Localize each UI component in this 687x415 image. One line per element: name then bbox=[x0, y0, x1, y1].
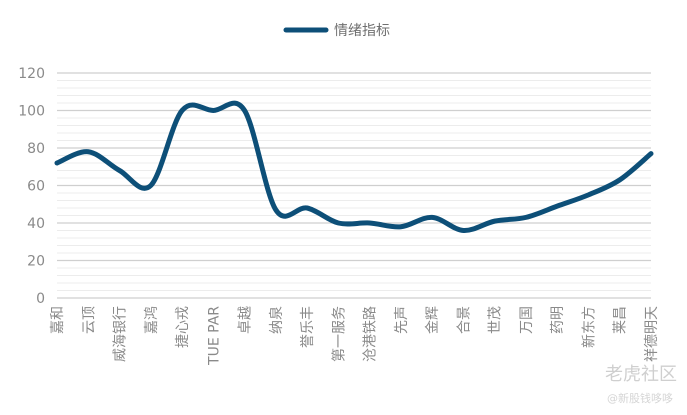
y-tick-label: 20 bbox=[27, 254, 45, 270]
y-tick-label: 80 bbox=[27, 141, 45, 157]
y-tick-label: 120 bbox=[18, 66, 45, 82]
y-tick-label: 40 bbox=[27, 216, 45, 232]
x-tick-label: 世茂 bbox=[487, 306, 504, 334]
x-tick-label: 先声 bbox=[394, 306, 410, 334]
x-tick-label: 誉乐丰 bbox=[300, 306, 316, 348]
x-axis: 嘉和 云顶 威海银行 嘉鸿 捷心戎 TUE PAR 卓越 纳泉 誉乐丰 第一服务 沧港铁路 先声 金辉合… bbox=[50, 306, 660, 366]
watermark-sub: @新股钱哆哆 bbox=[607, 392, 673, 405]
x-tick-label: 万国 bbox=[519, 306, 535, 334]
x-tick-label: 威海银行 bbox=[113, 306, 129, 362]
watermark-main: 老虎社区 bbox=[605, 364, 677, 385]
x-tick-label: 沧港铁路 bbox=[362, 306, 379, 362]
x-tick-label: 捷心戎 bbox=[175, 306, 191, 348]
x-tick-label: 金辉 bbox=[425, 306, 441, 334]
x-tick-label: 云顶 bbox=[81, 306, 97, 334]
x-tick-label: 合景 bbox=[456, 306, 472, 334]
series-line bbox=[54, 100, 654, 234]
x-tick-label: 药明 bbox=[550, 306, 566, 334]
x-tick-label: 莱昌 bbox=[613, 306, 629, 334]
legend: 情绪指标 bbox=[283, 23, 390, 39]
y-tick-label: 100 bbox=[18, 104, 45, 120]
x-tick-label: 卓越 bbox=[238, 306, 254, 334]
x-tick-label: TUE PAR bbox=[206, 306, 222, 366]
x-tick-label: 嘉和 bbox=[50, 306, 66, 334]
x-tick-label: 新东方 bbox=[581, 306, 597, 348]
y-axis: 0 20 40 60 80 100 120 bbox=[18, 66, 45, 307]
x-tick-label: 嘉鸿 bbox=[143, 306, 160, 334]
y-tick-label: 0 bbox=[36, 291, 45, 307]
x-tick-label: 祥德明天 bbox=[644, 306, 660, 362]
y-tick-label: 60 bbox=[27, 179, 45, 195]
grid bbox=[57, 72, 651, 299]
x-tick-label: 纳泉 bbox=[268, 306, 285, 334]
x-tick-label: 第一服务 bbox=[330, 306, 347, 362]
legend-label: 情绪指标 bbox=[334, 23, 390, 39]
